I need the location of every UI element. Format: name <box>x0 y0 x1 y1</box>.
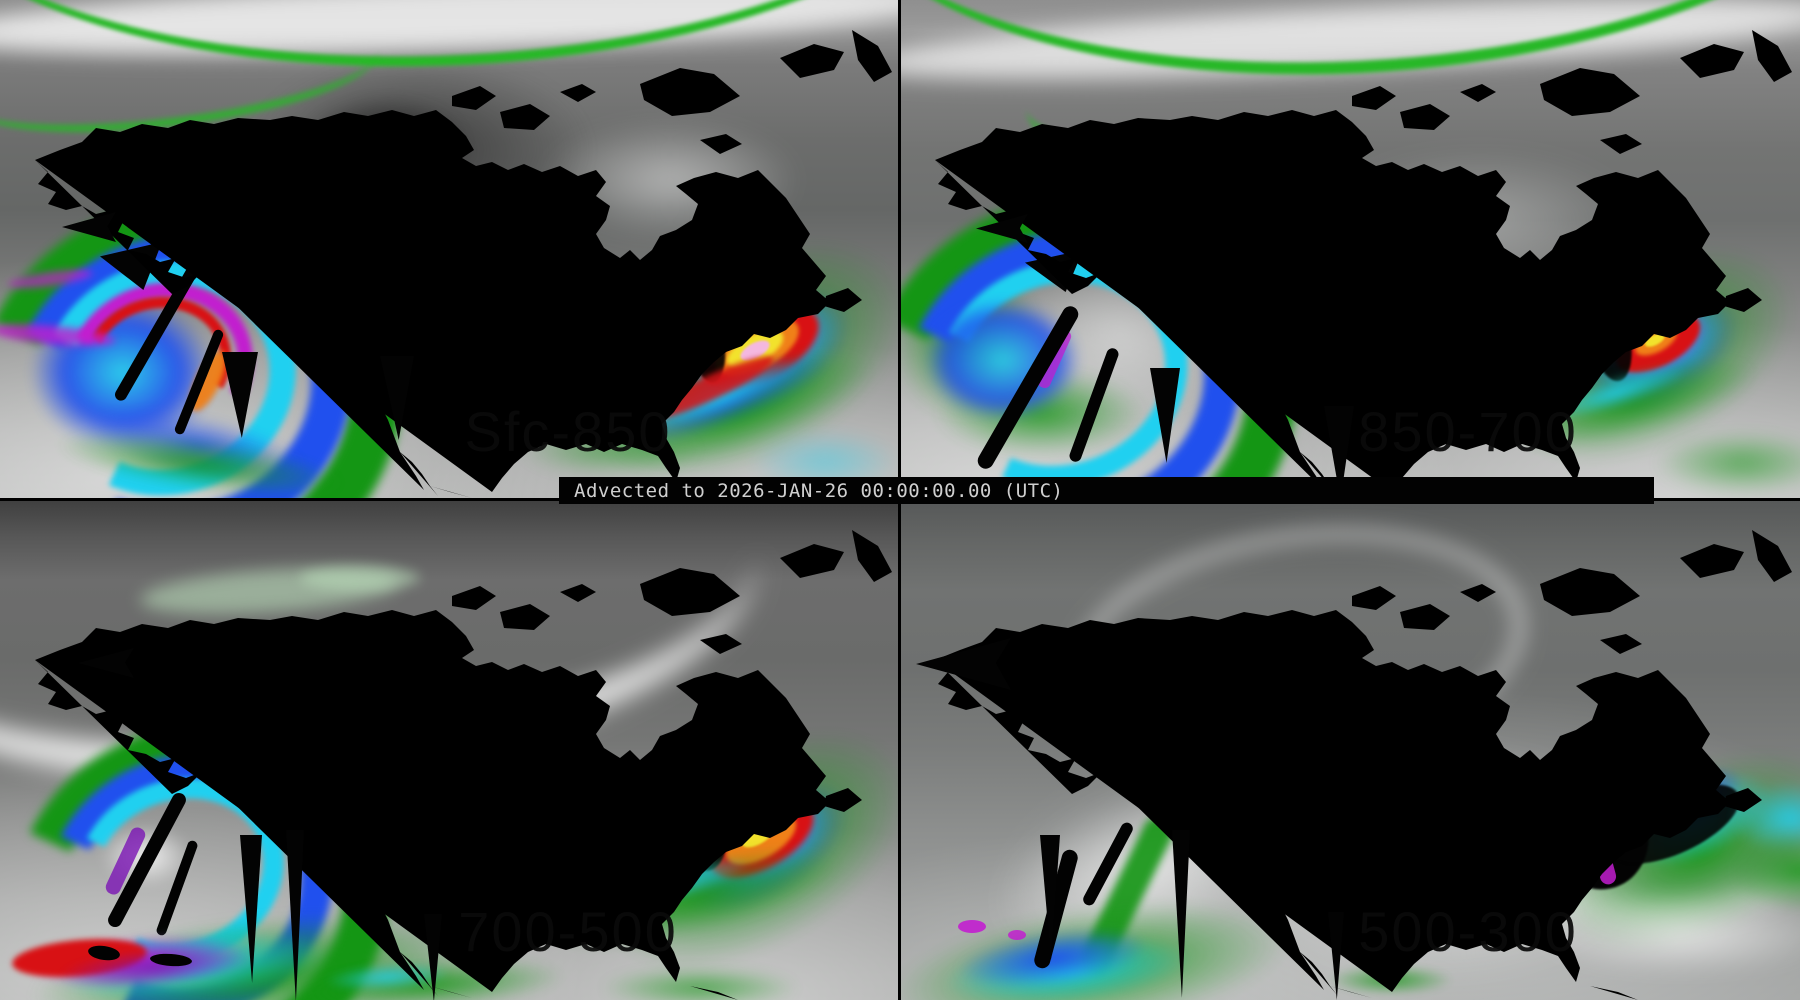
timestamp-text: Advected to 2026-JAN-26 00:00:00.00 (UTC… <box>574 479 1064 502</box>
data-gap-wedge <box>1150 368 1180 463</box>
storm-arrow-marker <box>78 648 134 678</box>
north-america-map <box>35 530 892 1000</box>
storm-arrow-marker <box>976 214 1028 243</box>
panel-background <box>900 500 1800 1000</box>
dark-canada-region <box>250 55 590 245</box>
storm-arrow-marker <box>62 212 116 242</box>
data-gap-wedge <box>240 835 262 983</box>
layer-label: Sfc-850 <box>464 400 672 463</box>
panel-background <box>0 500 900 1000</box>
green-limb-arc <box>900 0 1800 110</box>
limb-white-band <box>0 0 900 68</box>
panel-850-700: 850-700 <box>900 0 1800 500</box>
green-patch <box>298 690 443 736</box>
panel-background <box>900 0 1800 500</box>
layer-label: 850-700 <box>1358 400 1578 463</box>
data-gap-wedge <box>1040 835 1060 960</box>
north-america-map <box>935 530 1792 1000</box>
layer-label: 700-500 <box>458 900 678 963</box>
north-america-map <box>35 30 892 500</box>
dry-black-patch <box>392 238 470 284</box>
dry-slot-streak <box>105 790 189 930</box>
layer-label: 500-300 <box>1358 900 1578 963</box>
cloud-swirl <box>540 120 800 240</box>
dry-slot-streak <box>112 265 200 403</box>
panel-background <box>0 0 900 500</box>
panel-500-300: 500-300 <box>900 500 1800 1000</box>
cloud-swirl <box>1320 150 1640 290</box>
cloud-swirl <box>1055 500 1543 799</box>
green-limb-arc <box>0 0 900 95</box>
limb-white-band <box>900 0 1800 96</box>
panel-700-500: 700-500 <box>0 500 900 1000</box>
dry-slot-streak <box>974 303 1082 472</box>
dry-slot-streak <box>1032 848 1080 970</box>
storm-arrow-marker <box>916 638 1011 690</box>
panel-sfc-850: Sfc-850 <box>0 0 900 500</box>
north-america-map <box>935 30 1792 500</box>
timestamp-banner: Advected to 2026-JAN-26 00:00:00.00 (UTC… <box>559 477 1654 504</box>
cloud-swirl <box>0 500 775 818</box>
data-gap-wedge <box>222 352 258 438</box>
